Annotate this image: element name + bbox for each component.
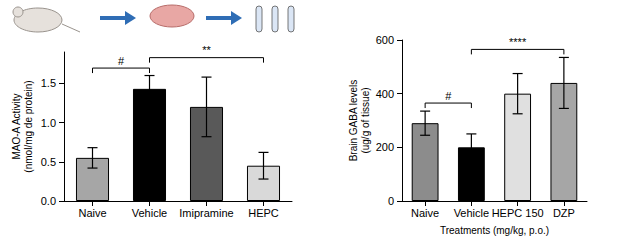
svg-text:HEPC: HEPC xyxy=(248,207,279,219)
svg-text:Brain GABA levels: Brain GABA levels xyxy=(348,80,359,162)
svg-text:Vehicle: Vehicle xyxy=(454,207,489,219)
svg-text:Naive: Naive xyxy=(78,207,106,219)
svg-text:400: 400 xyxy=(376,88,394,100)
svg-text:****: **** xyxy=(509,36,527,48)
svg-text:0.5: 0.5 xyxy=(41,156,56,168)
svg-text:0.0: 0.0 xyxy=(41,195,56,207)
svg-text:600: 600 xyxy=(376,34,394,46)
svg-text:#: # xyxy=(445,90,452,102)
svg-text:Imipramine: Imipramine xyxy=(179,207,233,219)
svg-text:DZP: DZP xyxy=(553,207,575,219)
svg-text:**: ** xyxy=(202,44,211,56)
svg-text:#: # xyxy=(118,55,125,67)
svg-text:MAO-A Activity: MAO-A Activity xyxy=(11,93,22,159)
svg-text:Treatments (mg/kg, p.o.): Treatments (mg/kg, p.o.) xyxy=(440,225,549,236)
svg-text:Naive: Naive xyxy=(411,207,439,219)
svg-text:(nmol/mg de protein): (nmol/mg de protein) xyxy=(23,80,34,172)
svg-text:1.5: 1.5 xyxy=(41,77,56,89)
svg-text:HEPC 150: HEPC 150 xyxy=(492,207,544,219)
svg-text:1.0: 1.0 xyxy=(41,117,56,129)
svg-text:200: 200 xyxy=(376,141,394,153)
svg-text:0: 0 xyxy=(388,195,394,207)
svg-text:(ug/g of tissue): (ug/g of tissue) xyxy=(360,87,371,153)
svg-text:Vehicle: Vehicle xyxy=(132,207,167,219)
